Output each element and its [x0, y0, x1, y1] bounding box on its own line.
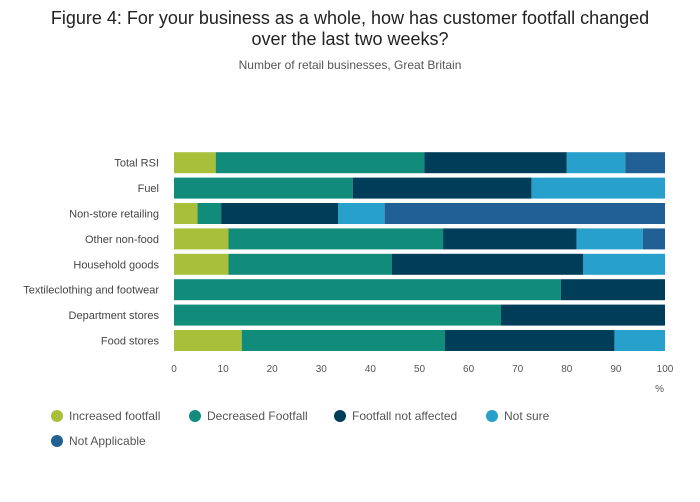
bar-fuel-footfall-not-affected: [352, 177, 532, 199]
bar-other-non-food-not-sure: [576, 228, 643, 250]
category-label: Non-store retailing: [69, 209, 159, 221]
bar-household-goods-decreased-footfall: [228, 253, 393, 275]
x-tick-label: 0: [171, 364, 177, 375]
category-label: Department stores: [69, 310, 160, 322]
x-tick-label: 40: [365, 364, 377, 375]
x-tick-label: 50: [414, 364, 426, 375]
bar-fuel-decreased-footfall: [174, 177, 353, 199]
bar-other-non-food-increased-footfall: [174, 228, 229, 250]
chart-title: Figure 4: For your business as a whole, …: [51, 8, 649, 28]
bar-total-rsi-not-sure: [566, 152, 626, 174]
x-axis: 0 10 20 30 40 50 60 70 80 90 100: [171, 364, 674, 375]
category-labels: Total RSI Fuel Non-store retailing Other no…: [23, 158, 159, 348]
bar-household-goods-increased-footfall: [174, 253, 229, 275]
bar-non-store-retailing-not-applicable: [384, 203, 665, 224]
category-label: Textileclothing and footwear: [23, 285, 159, 297]
bar-total-rsi-decreased-footfall: [215, 152, 425, 174]
bar-textileclothing-and-footwear-decreased-footfall: [174, 279, 561, 301]
bar-food-stores-not-sure: [614, 330, 665, 351]
bars-group: [174, 152, 665, 351]
bar-fuel-not-sure: [531, 177, 665, 199]
bar-other-non-food-not-applicable: [642, 228, 665, 250]
legend-label-not-sure: Not sure: [504, 409, 550, 423]
legend: Increased footfall Decreased Footfall Foot…: [51, 409, 550, 448]
x-tick-label: 100: [657, 364, 674, 375]
x-tick-label: 90: [610, 364, 622, 375]
bar-total-rsi-footfall-not-affected: [424, 152, 567, 174]
legend-label-not-applicable: Not Applicable: [69, 434, 146, 448]
x-tick-label: 80: [561, 364, 573, 375]
chart-title-line2: over the last two weeks?: [251, 29, 448, 49]
bar-non-store-retailing-increased-footfall: [174, 203, 198, 224]
bar-total-rsi-not-applicable: [625, 152, 665, 174]
bar-department-stores-footfall-not-affected: [501, 304, 665, 326]
bar-household-goods-footfall-not-affected: [392, 253, 584, 275]
bar-food-stores-decreased-footfall: [241, 330, 446, 351]
category-label: Household goods: [73, 259, 159, 271]
x-tick-label: 70: [512, 364, 524, 375]
category-label: Food stores: [101, 336, 160, 348]
bar-non-store-retailing-not-sure: [337, 203, 385, 224]
legend-swatch-decreased-footfall: [189, 410, 201, 422]
x-tick-label: 60: [463, 364, 475, 375]
category-label: Other non-food: [85, 234, 159, 246]
legend-label-increased-footfall: Increased footfall: [69, 409, 160, 423]
x-axis-unit-label: %: [655, 384, 664, 395]
category-label: Total RSI: [114, 158, 159, 170]
bar-other-non-food-decreased-footfall: [228, 228, 444, 250]
x-tick-label: 30: [316, 364, 328, 375]
bar-textileclothing-and-footwear-footfall-not-affected: [560, 279, 665, 301]
category-label: Fuel: [138, 183, 159, 195]
legend-label-decreased-footfall: Decreased Footfall: [207, 409, 308, 423]
legend-label-footfall-not-affected: Footfall not affected: [352, 409, 457, 423]
bar-household-goods-not-sure: [583, 253, 665, 275]
bar-other-non-food-footfall-not-affected: [443, 228, 577, 250]
bar-food-stores-footfall-not-affected: [445, 330, 615, 351]
legend-swatch-footfall-not-affected: [334, 410, 346, 422]
bar-department-stores-decreased-footfall: [174, 304, 502, 326]
legend-swatch-increased-footfall: [51, 410, 63, 422]
legend-swatch-not-applicable: [51, 435, 63, 447]
bar-total-rsi-increased-footfall: [174, 152, 216, 174]
chart-subtitle: Number of retail businesses, Great Brita…: [239, 58, 462, 72]
bar-non-store-retailing-footfall-not-affected: [221, 203, 338, 224]
x-tick-label: 20: [267, 364, 279, 375]
bar-non-store-retailing-decreased-footfall: [197, 203, 222, 224]
legend-swatch-not-sure: [486, 410, 498, 422]
x-tick-label: 10: [218, 364, 230, 375]
bar-food-stores-increased-footfall: [174, 330, 242, 351]
